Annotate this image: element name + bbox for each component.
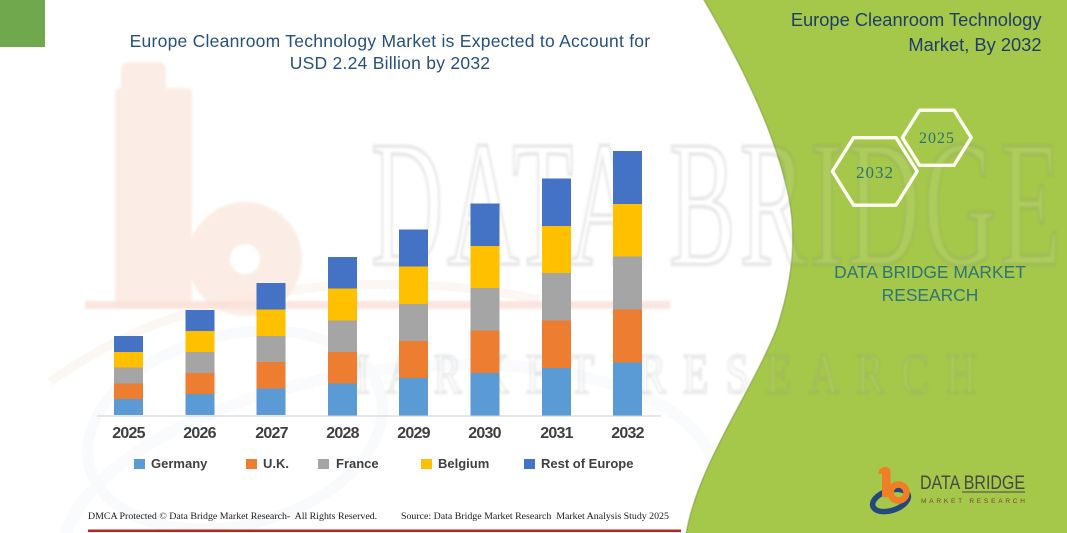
svg-text:MARKET RESEARCH: MARKET RESEARCH xyxy=(921,498,1025,505)
svg-text:DATA BRIDGE: DATA BRIDGE xyxy=(920,473,1025,494)
svg-text:DATA BRIDGE: DATA BRIDGE xyxy=(371,105,1059,304)
svg-text:MARKET RESEARCH: MARKET RESEARCH xyxy=(332,343,993,406)
